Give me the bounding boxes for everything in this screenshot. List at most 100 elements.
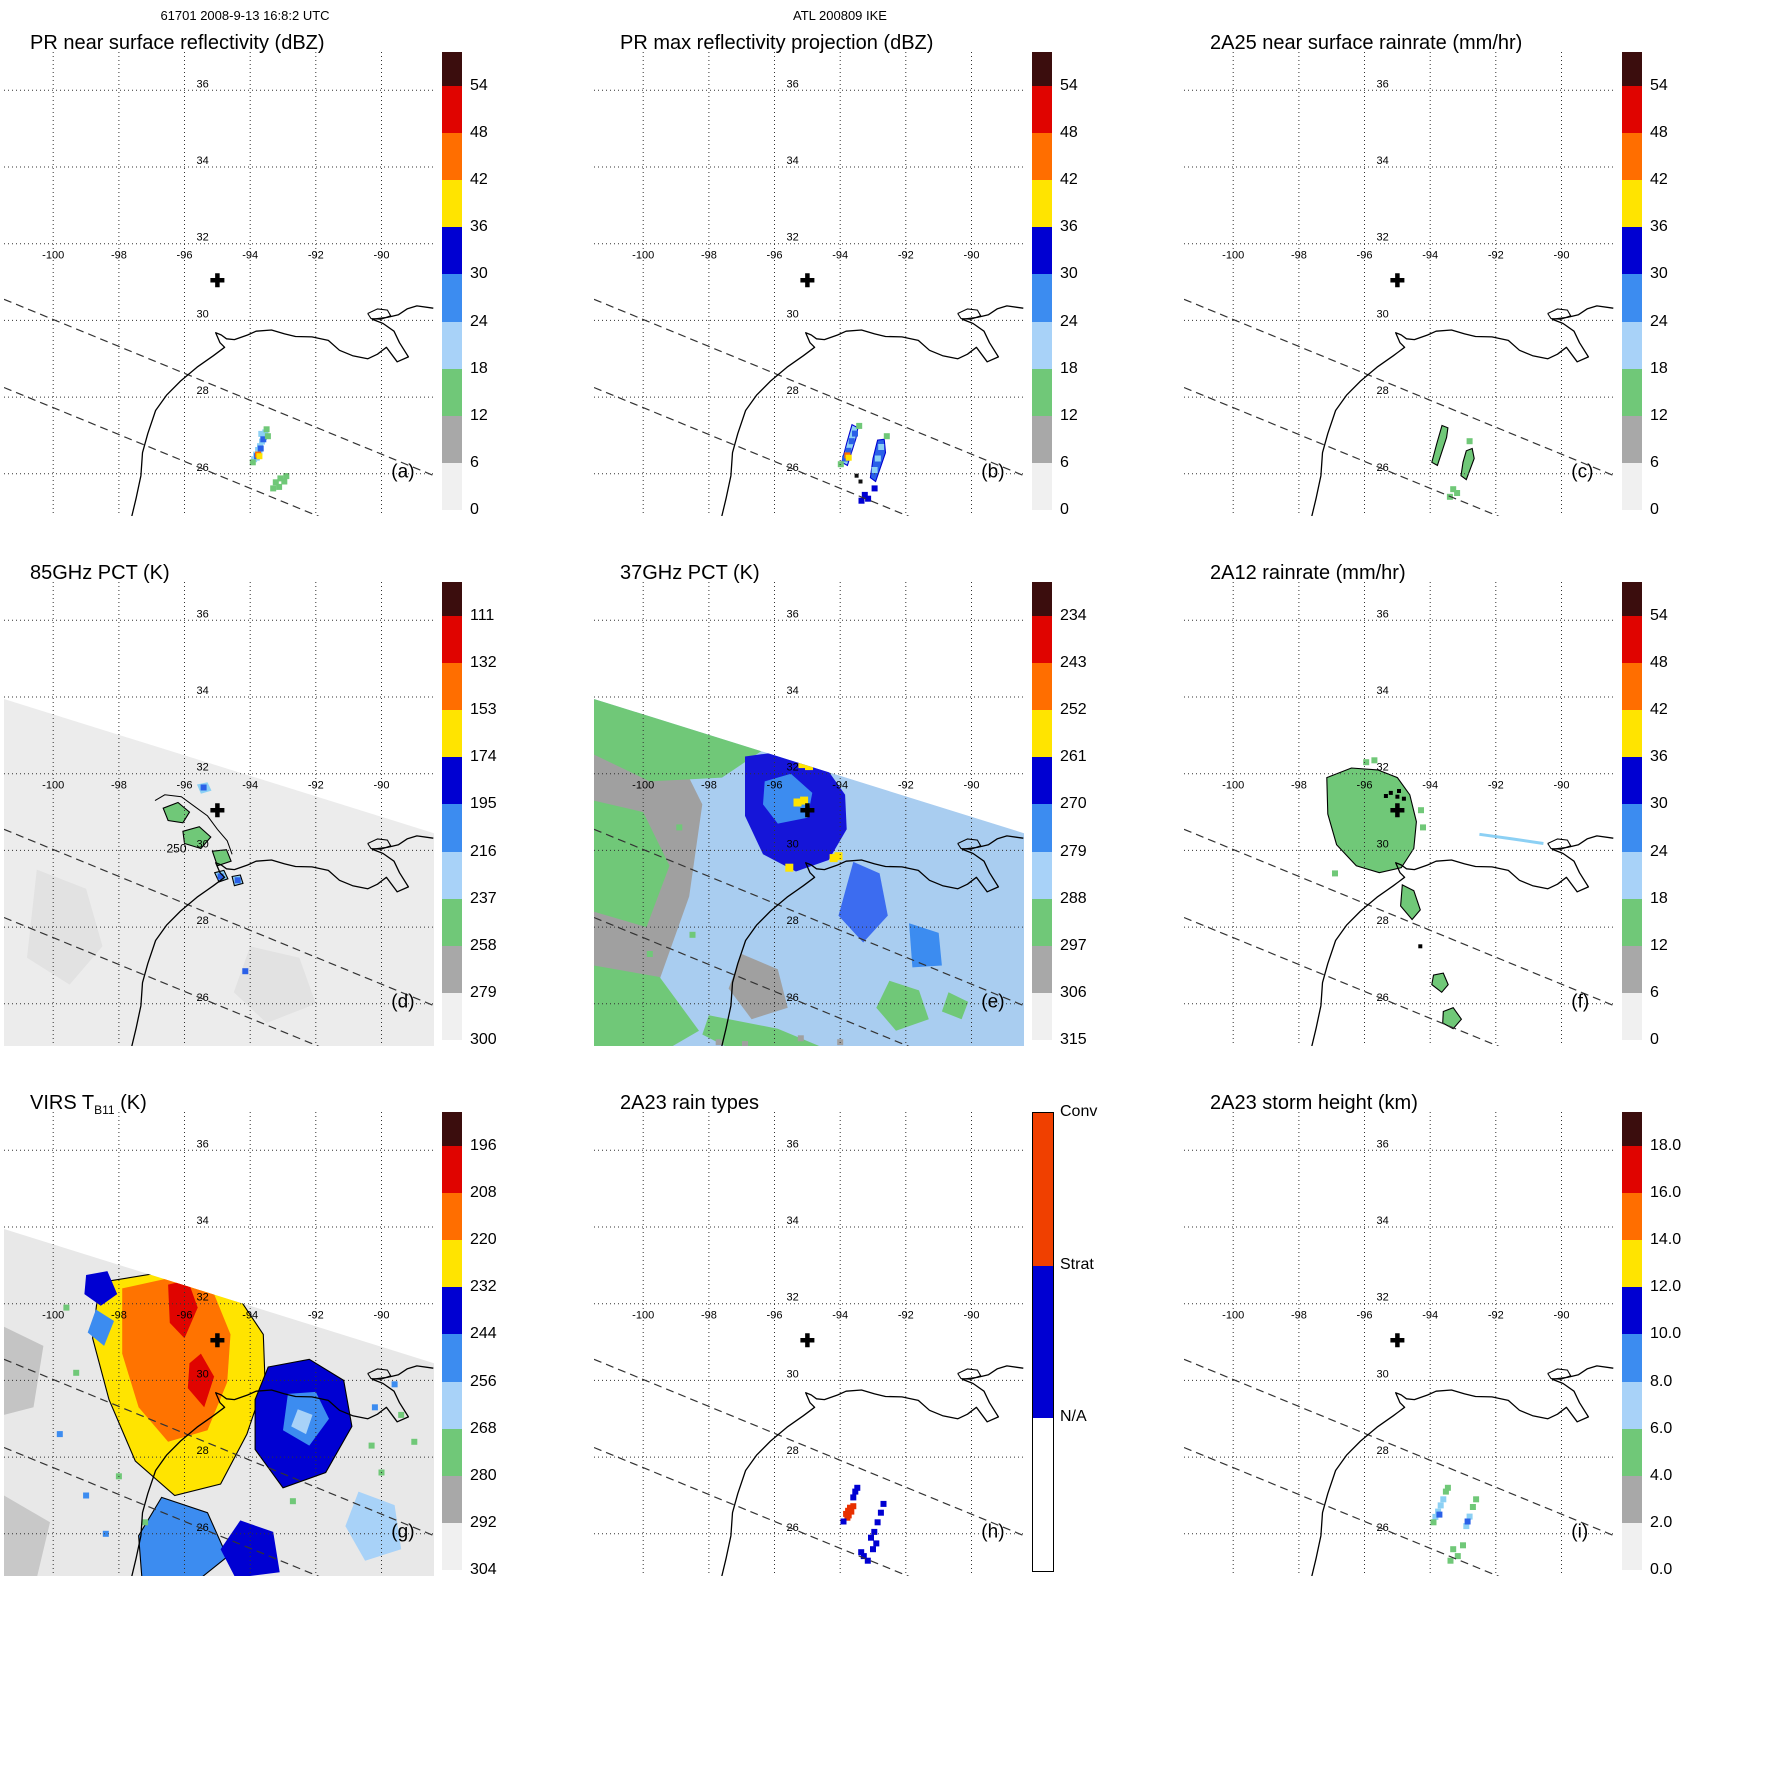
lat-label: 32 bbox=[1376, 762, 1388, 774]
colorbar-segment bbox=[1622, 368, 1642, 416]
colorbar-segment bbox=[442, 86, 462, 134]
colorbar-ticks: 196 208 220 232 244 256 268 280 292 304 bbox=[470, 1112, 570, 1578]
colorbar-tick-label: 0 bbox=[1650, 1031, 1659, 1048]
lat-label: 36 bbox=[1376, 608, 1388, 620]
colorbar-tick-label: 48 bbox=[1650, 124, 1668, 142]
lon-label: -90 bbox=[374, 249, 390, 261]
lon-label: -90 bbox=[964, 779, 980, 791]
colorbar-tick-label: 208 bbox=[470, 1184, 497, 1202]
lon-label: -100 bbox=[1222, 1309, 1244, 1321]
title-text: 85GHz PCT (K) bbox=[30, 562, 170, 584]
pr-swath-edge bbox=[1184, 1446, 1500, 1576]
colorbar-tick-label: 288 bbox=[1060, 889, 1087, 907]
colorbar-segment bbox=[1622, 582, 1642, 616]
lon-label: -96 bbox=[767, 249, 783, 261]
colorbar-h: Conv Strat N/A bbox=[1032, 1104, 1172, 1576]
lat-label: 30 bbox=[196, 308, 208, 320]
lat-label: 34 bbox=[1376, 1215, 1388, 1227]
colorbar-b: 54 48 42 36 30 24 18 12 6 0 bbox=[1032, 52, 1172, 518]
pr-swath-edge bbox=[4, 298, 434, 477]
pr-swath-edge bbox=[594, 1446, 910, 1576]
colorbar-segment bbox=[1032, 133, 1052, 181]
lat-label: 28 bbox=[1376, 385, 1388, 397]
storm-center-marker bbox=[1390, 273, 1405, 288]
lon-label: -98 bbox=[1291, 779, 1307, 791]
data-region bbox=[594, 965, 699, 1046]
pr-swath-edge bbox=[4, 916, 320, 1046]
pr-swath-edge bbox=[1184, 1358, 1614, 1537]
colorbar-tick-label: 36 bbox=[470, 218, 488, 236]
data-cell bbox=[845, 454, 852, 461]
colorbar-tick-label: 10.0 bbox=[1650, 1325, 1682, 1343]
colorbar-bar bbox=[1622, 582, 1642, 1040]
lake-outline bbox=[1547, 838, 1572, 850]
lon-label: -96 bbox=[1357, 1309, 1373, 1321]
data-cell bbox=[845, 447, 852, 454]
data-cell bbox=[391, 1381, 398, 1388]
colorbar-tick-label: 195 bbox=[470, 795, 497, 813]
data-cell bbox=[263, 426, 270, 433]
data-cell bbox=[242, 968, 249, 975]
colorbar-segment bbox=[442, 52, 462, 86]
colorbar-tick-label: 12 bbox=[1650, 936, 1668, 954]
title-text: VIRS T bbox=[30, 1092, 95, 1114]
lat-label: 26 bbox=[786, 462, 798, 474]
colorbar-segment bbox=[442, 415, 462, 463]
data-region bbox=[162, 801, 191, 824]
data-cell bbox=[270, 485, 277, 492]
colorbar-segment bbox=[1622, 274, 1642, 322]
data-cell bbox=[854, 473, 859, 478]
lat-label: 32 bbox=[1376, 1292, 1388, 1304]
lat-label: 26 bbox=[786, 1522, 798, 1534]
panel-h: 2A23 rain types -100 -98 -96 -94 -92 -90 26 28 3… bbox=[590, 1090, 1178, 1618]
data-cell bbox=[871, 467, 878, 473]
colorbar-segment bbox=[1032, 663, 1052, 711]
data-cell bbox=[1454, 490, 1461, 496]
lake-outline bbox=[367, 838, 392, 850]
colorbar-segment bbox=[1622, 180, 1642, 228]
lon-label: -96 bbox=[177, 779, 193, 791]
colorbar-ticks: 54 48 42 36 30 24 18 12 6 0 bbox=[470, 52, 570, 518]
data-cell bbox=[63, 1304, 70, 1311]
data-cell bbox=[1332, 870, 1338, 877]
colorbar-segment bbox=[1032, 945, 1052, 993]
data-cell bbox=[276, 483, 283, 490]
data-cell bbox=[1371, 757, 1378, 764]
colorbar-segment bbox=[1622, 415, 1642, 463]
colorbar-tick-label: 252 bbox=[1060, 701, 1087, 719]
lon-label: -96 bbox=[1357, 779, 1373, 791]
lat-label: 32 bbox=[196, 1292, 208, 1304]
lat-label: 34 bbox=[1376, 155, 1388, 167]
colorbar-segment bbox=[442, 1381, 462, 1429]
data-cell bbox=[1435, 1508, 1442, 1515]
colorbar-segment bbox=[442, 757, 462, 805]
data-cell bbox=[844, 1514, 851, 1521]
panel-c: 2A25 near surface rainrate (mm/hr) -100-… bbox=[1180, 30, 1768, 558]
colorbar-tick-label: 270 bbox=[1060, 795, 1087, 813]
colorbar-ticks: 54 48 42 36 30 24 18 12 6 0 bbox=[1650, 582, 1750, 1048]
title-sub: B11 bbox=[94, 1103, 115, 1117]
data-cell bbox=[1363, 759, 1370, 766]
lat-label: 34 bbox=[1376, 685, 1388, 697]
colorbar-segment bbox=[1622, 663, 1642, 711]
colorbar-tick-label: 6 bbox=[1650, 983, 1659, 1001]
colorbar-segment bbox=[1622, 898, 1642, 946]
panel-b: PR max reflectivity projection (dBZ) -10… bbox=[590, 30, 1178, 558]
data-cell bbox=[1454, 1553, 1461, 1560]
lake-outline bbox=[957, 1368, 982, 1380]
lon-label: -94 bbox=[832, 1309, 848, 1321]
colorbar-tick-label: 0 bbox=[1650, 501, 1659, 518]
colorbar-tick-label: 16.0 bbox=[1650, 1184, 1682, 1202]
lon-label: -96 bbox=[177, 1309, 193, 1321]
lat-label: 30 bbox=[1376, 308, 1388, 320]
colorbar-segment bbox=[1622, 1193, 1642, 1241]
data-streak bbox=[1479, 832, 1544, 845]
colorbar-segment bbox=[442, 227, 462, 275]
data-cell bbox=[411, 1438, 418, 1445]
colorbar-segment bbox=[442, 1240, 462, 1288]
lon-label: -90 bbox=[1554, 249, 1570, 261]
lon-label: -90 bbox=[1554, 1309, 1570, 1321]
colorbar-segment bbox=[1622, 52, 1642, 86]
data-cell bbox=[368, 1442, 375, 1449]
colorbar-segment bbox=[1622, 321, 1642, 369]
